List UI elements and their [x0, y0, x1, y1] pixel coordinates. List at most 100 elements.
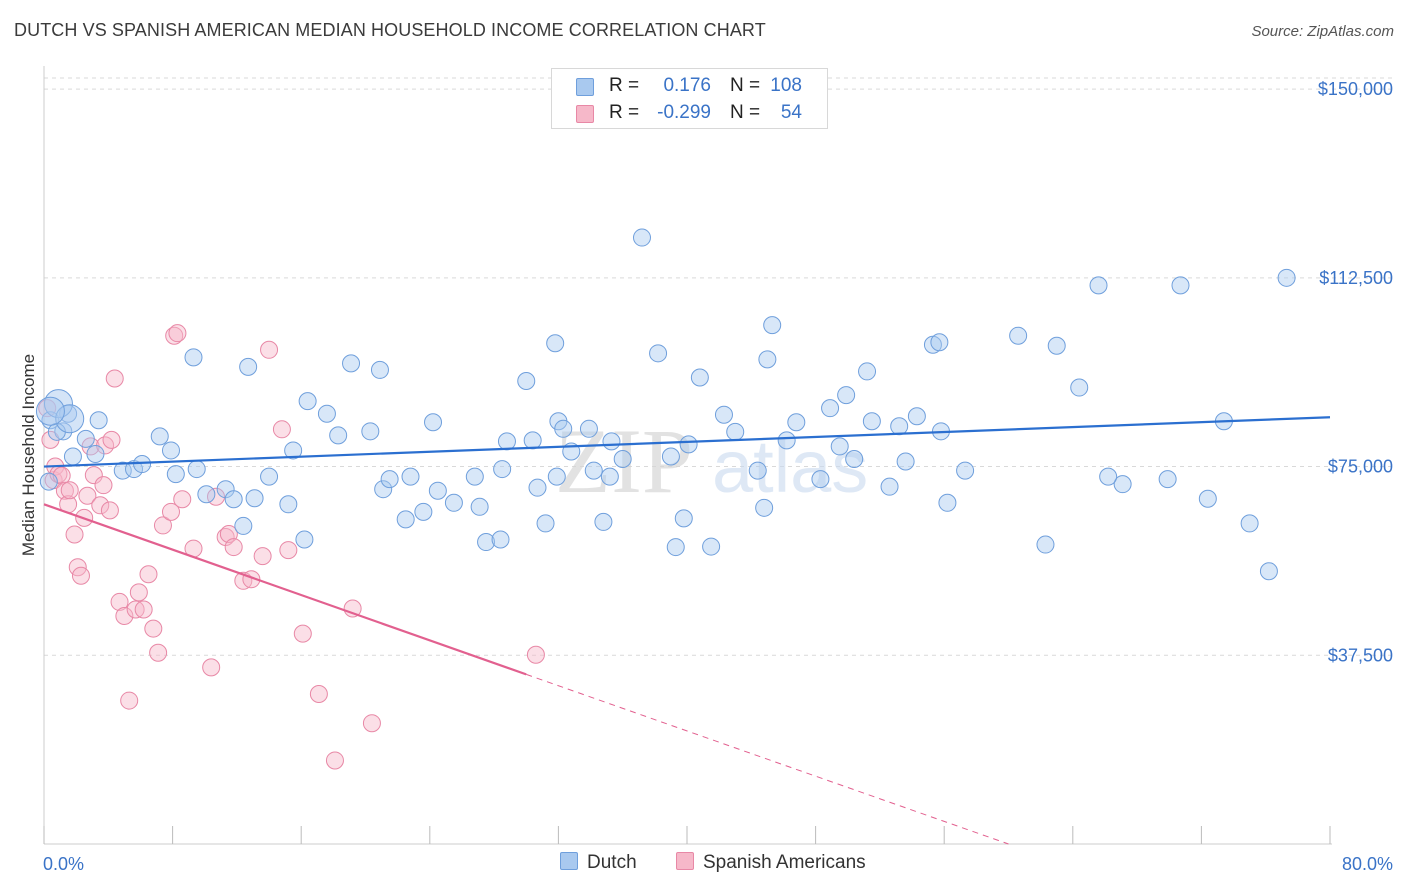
- chart-title: DUTCH VS SPANISH AMERICAN MEDIAN HOUSEHO…: [14, 20, 766, 40]
- data-point-dutch: [1036, 535, 1055, 554]
- data-point-dutch: [666, 538, 685, 557]
- series-spanish-americans: [38, 324, 545, 770]
- data-point-spanish: [253, 547, 272, 566]
- trend-line-dutch: [43, 416, 1331, 468]
- data-point-spanish: [165, 326, 184, 345]
- data-point-dutch: [76, 429, 95, 448]
- data-point-spanish: [71, 566, 90, 585]
- data-point-spanish: [65, 525, 84, 544]
- data-point-dutch: [298, 392, 317, 411]
- data-point-spanish: [362, 714, 381, 733]
- data-point-spanish: [139, 565, 158, 584]
- data-point-dutch: [295, 530, 314, 549]
- data-point-spanish: [84, 466, 103, 485]
- data-point-dutch: [444, 493, 463, 512]
- data-point-spanish: [168, 324, 187, 343]
- x-tick-label: 0.0%: [43, 854, 84, 874]
- data-point-dutch: [1089, 276, 1108, 295]
- data-point-dutch: [661, 447, 680, 466]
- trend-line-spanish-extrapolated: [526, 673, 1009, 845]
- data-point-dutch: [907, 407, 926, 426]
- data-point-dutch: [821, 399, 840, 418]
- data-point-dutch: [674, 509, 693, 528]
- watermark-zip: ZIP: [555, 410, 693, 512]
- data-point-dutch: [632, 228, 651, 247]
- data-point-spanish: [272, 420, 291, 439]
- data-point-dutch: [649, 344, 668, 363]
- legend-r-value: 0.176: [663, 75, 711, 96]
- data-point-dutch: [546, 334, 565, 353]
- data-point-dutch: [613, 450, 632, 468]
- data-point-spanish: [279, 541, 298, 560]
- data-point-dutch: [1009, 326, 1028, 345]
- data-point-dutch: [536, 514, 555, 533]
- bottom-legend-swatch-spanish: [676, 852, 694, 870]
- data-point-dutch: [830, 437, 849, 456]
- data-point-dutch: [930, 333, 949, 352]
- data-point-dutch: [260, 467, 279, 486]
- bottom-legend-spanish: Spanish Americans: [676, 852, 866, 874]
- data-point-dutch: [1113, 475, 1132, 494]
- bottom-legend: Dutch Spanish Americans: [0, 852, 1406, 878]
- data-point-dutch: [1259, 562, 1278, 581]
- bottom-legend-label-dutch: Dutch: [587, 852, 637, 873]
- data-point-dutch: [690, 368, 709, 387]
- data-point-dutch: [39, 472, 58, 491]
- bottom-legend-label-spanish: Spanish Americans: [703, 852, 866, 873]
- data-point-dutch: [679, 435, 698, 454]
- data-point-dutch: [880, 477, 899, 496]
- data-point-spanish: [173, 490, 192, 509]
- legend-r-label: R =: [609, 75, 640, 96]
- legend-r-label: R =: [609, 102, 640, 123]
- legend-box: R = 0.176 N = 108 R = -0.299 N = 54: [551, 68, 828, 129]
- data-point-dutch: [166, 465, 185, 484]
- x-tick-labels: 0.0% 80.0%: [43, 854, 1393, 874]
- y-tick-label: $150,000: [1318, 79, 1393, 99]
- legend-row-spanish: R = -0.299 N = 54: [552, 101, 827, 127]
- data-point-dutch: [187, 460, 206, 479]
- data-point-dutch: [755, 498, 774, 517]
- data-point-spanish: [260, 340, 279, 359]
- bottom-legend-dutch: Dutch: [560, 852, 637, 874]
- data-point-dutch: [361, 422, 380, 441]
- data-point-dutch: [579, 419, 598, 438]
- trend-lines: [43, 416, 1331, 845]
- data-point-dutch-large: [35, 396, 65, 426]
- data-point-spanish: [115, 607, 134, 626]
- data-point-spanish: [60, 481, 79, 500]
- data-point-dutch: [896, 452, 915, 471]
- legend-swatch-dutch: [576, 78, 594, 96]
- data-point-dutch: [424, 413, 443, 432]
- data-point-dutch: [845, 450, 864, 468]
- data-point-spanish: [293, 624, 312, 643]
- data-point-dutch: [342, 354, 361, 373]
- data-point-dutch: [279, 495, 298, 514]
- data-point-dutch: [197, 485, 216, 504]
- data-point-dutch: [763, 316, 782, 335]
- data-point-spanish: [120, 691, 139, 710]
- data-point-dutch: [477, 533, 496, 552]
- data-point-dutch: [787, 413, 806, 432]
- data-point-dutch: [113, 461, 132, 480]
- data-point-dutch: [600, 467, 619, 486]
- data-point-dutch: [1047, 336, 1066, 355]
- data-point-dutch: [1099, 467, 1118, 486]
- data-point-dutch: [938, 493, 957, 512]
- data-point-spanish: [149, 643, 168, 662]
- legend-swatch-spanish: [576, 105, 594, 123]
- data-point-dutch: [414, 502, 433, 521]
- data-point-dutch: [374, 480, 393, 499]
- data-point-spanish: [102, 430, 121, 449]
- data-point-dutch: [1171, 276, 1190, 295]
- data-point-dutch: [1070, 378, 1089, 397]
- data-point-dutch: [224, 490, 243, 509]
- series-dutch: [35, 228, 1296, 581]
- data-point-dutch: [523, 431, 542, 450]
- data-point-dutch: [329, 426, 348, 445]
- trend-line-spanish: [43, 503, 527, 676]
- axes: [43, 66, 1332, 845]
- source-credit: Source: ZipAtlas.com: [1251, 23, 1394, 40]
- data-point-dutch: [777, 431, 796, 450]
- y-tick-label: $112,500: [1319, 268, 1393, 288]
- data-point-spanish: [55, 481, 74, 500]
